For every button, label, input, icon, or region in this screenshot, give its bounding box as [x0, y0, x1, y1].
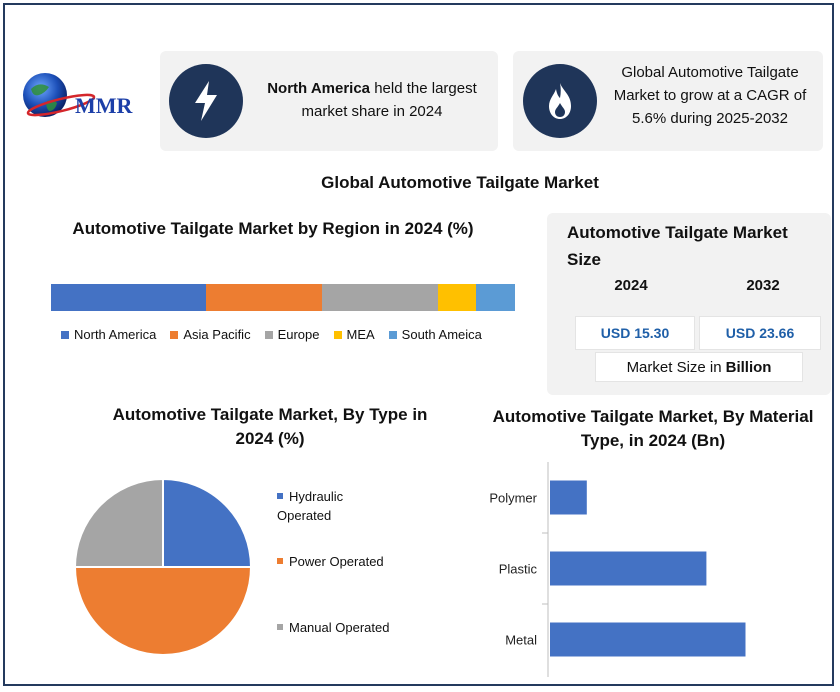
infographic-frame: MMR North America held the largest marke…	[3, 3, 834, 686]
region-bar-segment-south-ameica	[475, 284, 515, 311]
type-chart-title: Automotive Tailgate Market, By Type in 2…	[112, 405, 428, 448]
material-category-label-polymer: Polymer	[489, 491, 537, 506]
market-size-2024-value: USD 15.30	[575, 316, 695, 350]
legend-label: Manual Operated	[289, 620, 390, 635]
material-bar-metal	[550, 622, 746, 657]
material-chart-title: Automotive Tailgate Market, By Material …	[492, 407, 814, 450]
region-bar-segment-north-america	[51, 284, 207, 311]
legend-label: MEA	[346, 327, 375, 342]
lightning-icon	[195, 81, 217, 121]
legend-label: Europe	[277, 327, 320, 342]
region-legend-item-europe: Europe	[264, 327, 320, 342]
highlight-card-region: North America held the largest market sh…	[160, 51, 498, 151]
material-bar-chart: Polymer Plastic Metal	[489, 462, 746, 677]
region-legend-item-mea: MEA	[333, 327, 375, 342]
highlight-card-cagr: Global Automotive Tailgate Market to gro…	[513, 51, 823, 151]
globe-icon	[23, 73, 67, 117]
type-pie-chart	[73, 477, 253, 656]
market-size-panel: Automotive Tailgate Market Size 2024 203…	[547, 213, 831, 395]
legend-label: South Ameica	[401, 327, 482, 342]
logo-text: MMR	[75, 93, 134, 118]
legend-label: Asia Pacific	[183, 327, 251, 342]
legend-swatch	[388, 330, 397, 339]
year-2024-label: 2024	[614, 277, 648, 294]
pie-legend-item-power-operated: Power Operated	[277, 552, 397, 571]
region-chart-title: Automotive Tailgate Market by Region in …	[72, 219, 474, 238]
region-bar-segment-mea	[438, 284, 476, 311]
main-title: Global Automotive Tailgate Market	[321, 173, 599, 192]
flame-icon	[549, 83, 571, 119]
year-2032-label: 2032	[746, 277, 780, 294]
region-legend: North America Asia Pacific Europe MEA South …	[61, 327, 496, 342]
legend-swatch	[277, 624, 283, 630]
mmr-logo: MMR	[23, 73, 134, 118]
unit-note-bold: Billion	[725, 358, 772, 376]
pie-slice-hydraulic-operated	[162, 477, 253, 568]
region-bar-segment-asia-pacific	[206, 284, 323, 311]
pie-slice-power-operated	[73, 566, 253, 656]
legend-swatch	[264, 330, 273, 339]
material-category-label-plastic: Plastic	[499, 562, 538, 577]
region-stacked-bar	[51, 284, 515, 311]
material-bar-polymer	[550, 480, 587, 515]
pie-legend-item-hydraulic-operated: Hydraulic Operated	[277, 487, 357, 525]
legend-swatch	[61, 330, 69, 339]
region-bar-segment-europe	[322, 284, 439, 311]
legend-label: Power Operated	[289, 554, 384, 569]
highlight-cagr-text: Global Automotive Tailgate Market to gro…	[613, 64, 807, 127]
pie-slice-manual-operated	[73, 477, 164, 568]
highlight-region-text: North America held the largest market sh…	[252, 77, 492, 123]
market-size-unit-note: Market Size in Billion	[595, 352, 803, 382]
material-category-label-metal: Metal	[505, 633, 537, 648]
region-legend-item-north-america: North America	[61, 327, 156, 342]
market-size-2032-value: USD 23.66	[699, 316, 821, 350]
legend-swatch	[277, 558, 283, 564]
legend-label: North America	[74, 327, 157, 342]
lightning-icon-badge	[169, 64, 243, 138]
region-legend-item-south-ameica: South Ameica	[388, 327, 482, 342]
highlight-region-bold: North America	[267, 80, 371, 97]
pie-legend-item-manual-operated: Manual Operated	[277, 618, 417, 637]
highlight-region-rest: held the largest market share in 2024	[301, 80, 477, 120]
legend-swatch	[333, 330, 342, 339]
legend-label: Hydraulic Operated	[277, 489, 344, 523]
legend-swatch	[277, 493, 283, 499]
material-bar-plastic	[550, 551, 707, 586]
legend-swatch	[170, 330, 179, 339]
market-size-title: Automotive Tailgate Market Size	[567, 223, 788, 269]
unit-note-prefix: Market Size in	[626, 358, 722, 376]
region-legend-item-asia-pacific: Asia Pacific	[170, 327, 251, 342]
flame-icon-badge	[523, 64, 597, 138]
